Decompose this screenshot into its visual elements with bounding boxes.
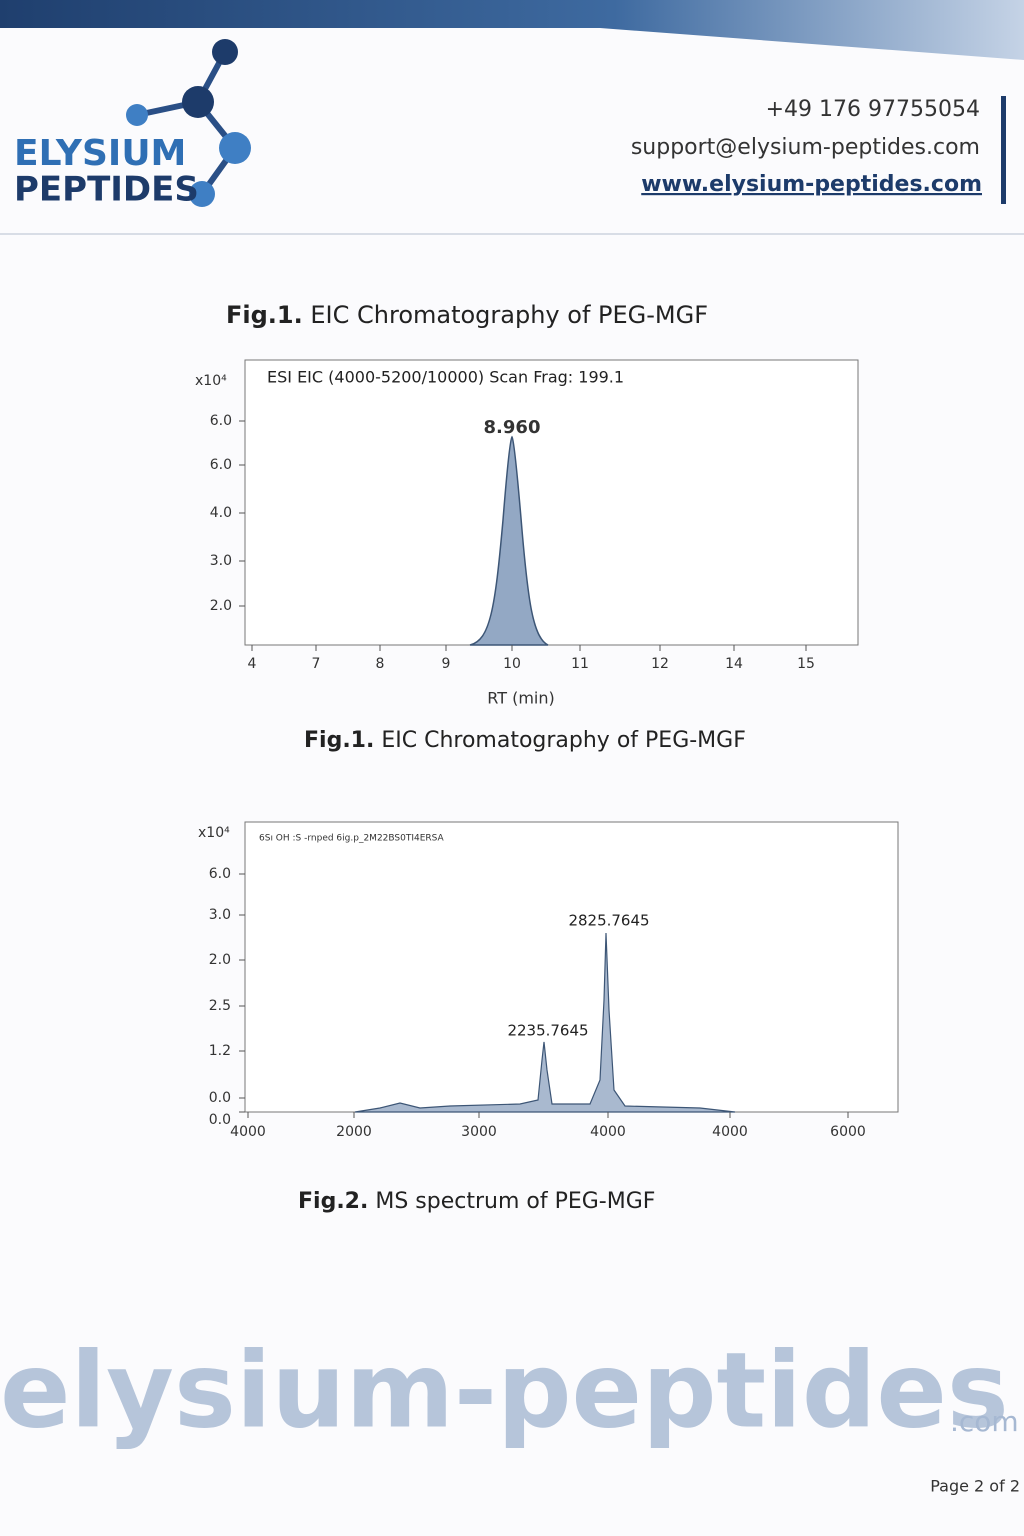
fig1-title: Fig.1. EIC Chromatography of PEG-MGF [226, 301, 708, 329]
x-tick-label: 3000 [461, 1124, 497, 1140]
fig1-title-rest: EIC Chromatography of PEG-MGF [310, 301, 708, 329]
fig2-caption-bold: Fig.2. [298, 1189, 368, 1214]
fig1-xlabel: RT (min) [487, 689, 554, 708]
x-tick-label: 14 [725, 656, 743, 672]
fig2-spectrum [354, 932, 736, 1113]
y-tick-label: 3.0 [209, 907, 231, 923]
fig1-peak [469, 435, 549, 646]
x-tick-label: 4000 [590, 1124, 626, 1140]
y-tick-label: 2.0 [209, 952, 231, 968]
logo-text: PEPTIDES [14, 170, 199, 210]
y-tick-label: 6.0 [210, 457, 232, 473]
fig1-frame [244, 359, 859, 646]
fig1-caption: Fig.1. EIC Chromatography of PEG-MGF [304, 728, 746, 753]
email: support@elysium-peptides.com [631, 135, 980, 160]
x-tick-label: 4 [248, 656, 257, 672]
logo [126, 39, 251, 207]
fig2-peak-label: 2235.7645 [507, 1022, 588, 1040]
y-tick-label: 6.0 [209, 866, 231, 882]
page-number: Page 2 of 2 [930, 1477, 1020, 1496]
y-tick-label: 6.0 [210, 413, 232, 429]
y-tick-label: 1.2 [209, 1043, 231, 1059]
watermark: elysium-peptides [0, 1329, 1009, 1451]
x-tick-label: 11 [571, 656, 589, 672]
phone: +49 176 97755054 [766, 97, 980, 122]
x-tick-label: 7 [312, 656, 321, 672]
x-tick-label: 8 [376, 656, 385, 672]
x-tick-label: 4000 [230, 1124, 266, 1140]
fig2-inner-label: 6Sı OH :S -rnped 6ig.p_2M22BS0TI4ERSA [259, 834, 445, 844]
y-tick-label: 2.0 [210, 598, 232, 614]
fig1-caption-bold: Fig.1. [304, 728, 374, 753]
fig1-caption-rest: EIC Chromatography of PEG-MGF [381, 728, 746, 753]
x-tick-label: 12 [651, 656, 669, 672]
x-tick-label: 10 [503, 656, 521, 672]
x-tick-label: 4000 [712, 1124, 748, 1140]
y-tick-label: 0.0 [209, 1090, 231, 1106]
y-tick-label: 4.0 [210, 505, 232, 521]
x-tick-label: 2000 [336, 1124, 372, 1140]
fig2-caption: Fig.2. MS spectrum of PEG-MGF [298, 1189, 655, 1214]
fig1-inner-label: ESI EIC (4000-5200/10000) Scan Frag: 199… [267, 368, 624, 387]
fig2-caption-rest: MS spectrum of PEG-MGF [375, 1189, 655, 1214]
header-band [0, 0, 1024, 60]
watermark-suffix: .com [950, 1405, 1019, 1438]
fig2-frame [244, 821, 899, 1113]
fig2-peak-label: 2825.7645 [568, 912, 649, 930]
fig1-exponent: x10⁴ [195, 373, 227, 389]
x-tick-label: 15 [797, 656, 815, 672]
y-tick-label: 3.0 [210, 553, 232, 569]
x-tick-label: 6000 [830, 1124, 866, 1140]
y-tick-label: 0.0 [209, 1112, 231, 1128]
website: www.elysium-peptides.com [641, 172, 982, 197]
header-bar [1001, 96, 1006, 204]
fig2-exponent: x10⁴ [198, 825, 230, 841]
fig1-title-bold: Fig.1. [226, 301, 303, 329]
y-tick-label: 2.5 [209, 998, 231, 1014]
logo-text: ELYSIUM [14, 133, 186, 174]
fig1-peak-label: 8.960 [484, 417, 541, 438]
x-tick-label: 9 [442, 656, 451, 672]
